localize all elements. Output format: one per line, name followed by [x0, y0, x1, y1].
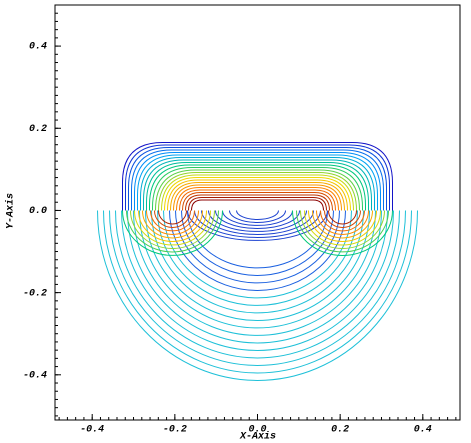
contour [143, 159, 372, 211]
contour [182, 191, 333, 211]
contour [122, 210, 223, 256]
contour [320, 210, 365, 232]
contour [167, 179, 348, 211]
contour [139, 210, 376, 329]
contour [236, 210, 279, 220]
contour [164, 176, 351, 211]
contour [97, 210, 418, 381]
contour [158, 171, 357, 211]
contour [152, 166, 363, 211]
contour [134, 151, 381, 211]
contour [176, 186, 339, 211]
contour [312, 210, 373, 239]
y-tick-label: 0.2 [29, 124, 47, 135]
contour [125, 144, 390, 211]
contour [292, 210, 393, 256]
contour [127, 210, 388, 344]
y-tick-label: 0.0 [29, 206, 47, 217]
contour [151, 210, 364, 314]
contour [179, 189, 336, 211]
contour [328, 210, 357, 225]
contour [188, 196, 327, 211]
contour [191, 199, 324, 211]
contour [150, 210, 195, 232]
x-tick-label: 0.4 [414, 425, 432, 436]
contour [169, 210, 346, 291]
contour [126, 210, 219, 253]
x-tick-label: 0.0 [248, 425, 266, 436]
x-tick-label: -0.2 [163, 425, 187, 436]
contour [138, 210, 207, 242]
contour [134, 210, 211, 246]
contour [145, 210, 370, 321]
contour [146, 161, 369, 211]
contour [316, 210, 369, 235]
contour [185, 194, 330, 211]
contour [149, 164, 366, 211]
contour [161, 174, 354, 211]
contour [137, 154, 378, 211]
contour [296, 210, 389, 253]
contour [163, 210, 352, 299]
contour [170, 181, 345, 211]
contour [142, 210, 203, 239]
contour [157, 210, 358, 306]
contour [222, 210, 293, 226]
y-axis-label: Y-Axis [5, 193, 17, 229]
contour [122, 141, 393, 211]
contour [187, 210, 328, 269]
contour [155, 169, 360, 211]
x-tick-label: 0.2 [331, 425, 349, 436]
contour [131, 149, 384, 211]
contour [194, 210, 321, 238]
contour [146, 210, 199, 235]
contour [304, 210, 381, 246]
contour [300, 210, 385, 249]
contour [130, 210, 215, 249]
contour [103, 210, 412, 374]
y-tick-label: -0.4 [23, 370, 47, 381]
y-tick-label: -0.2 [23, 288, 47, 299]
contour [229, 210, 286, 223]
contour-lines [97, 141, 418, 381]
contour [308, 210, 377, 242]
contour [215, 210, 300, 229]
contour [140, 156, 375, 211]
y-tick-label: 0.4 [29, 42, 47, 53]
contour [109, 210, 406, 366]
contour [115, 210, 400, 359]
contour [154, 210, 191, 228]
contour [128, 146, 387, 211]
x-tick-label: -0.4 [80, 425, 104, 436]
contour [173, 184, 342, 211]
contour [158, 210, 187, 225]
contour [201, 210, 314, 235]
contour [133, 210, 382, 336]
contour [121, 210, 394, 351]
contour [181, 210, 334, 276]
x-axis-label: X-Axis [239, 431, 276, 443]
contour [324, 210, 361, 228]
